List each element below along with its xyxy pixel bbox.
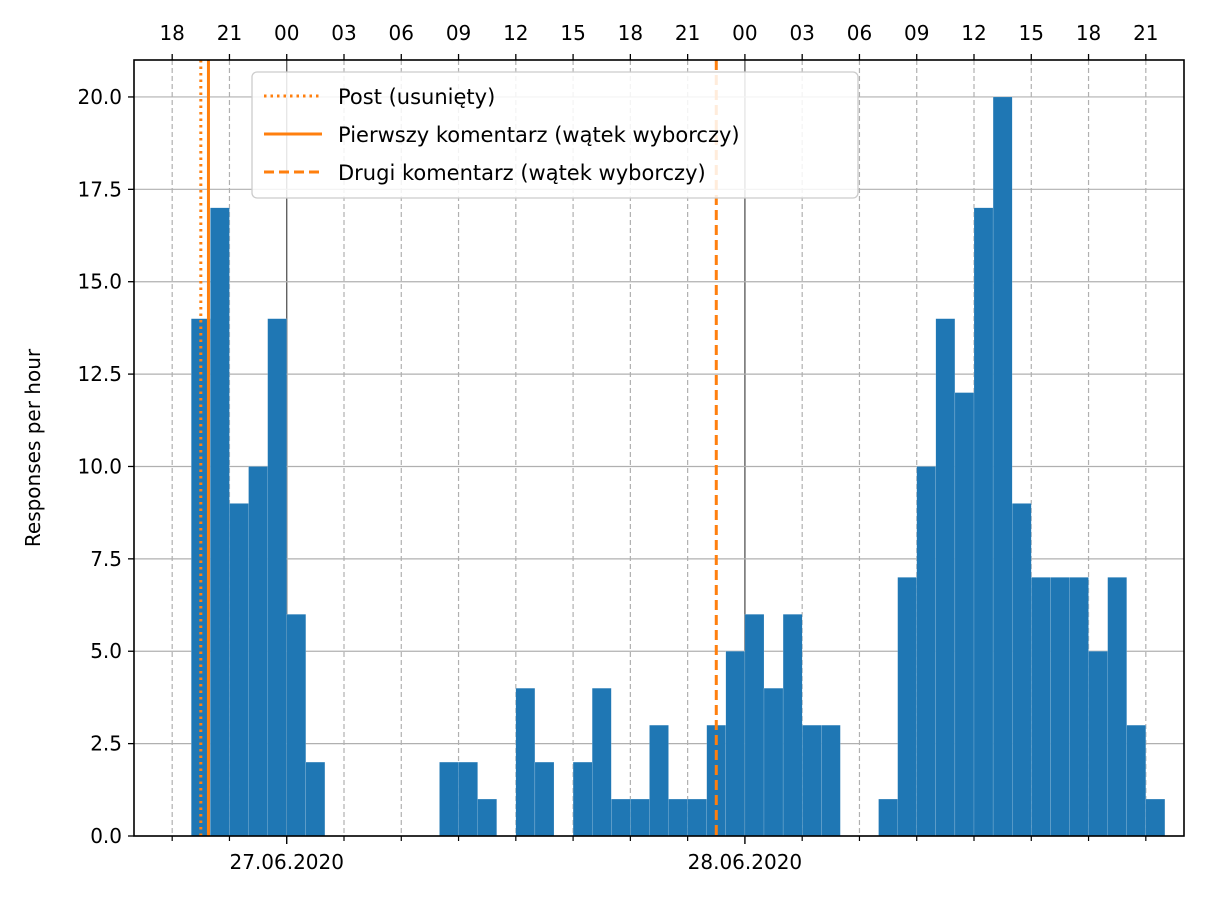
bar <box>935 318 956 837</box>
day-tick-label: 28.06.2020 <box>688 850 803 874</box>
bar <box>992 96 1013 837</box>
y-tick-label: 15.0 <box>77 270 122 294</box>
bar <box>592 688 612 837</box>
bar <box>954 392 975 837</box>
bar <box>1126 724 1146 837</box>
bar <box>515 688 536 837</box>
bar <box>1050 577 1070 837</box>
top-tick-label: 09 <box>904 21 929 45</box>
bar <box>267 318 287 837</box>
bottom-axis-ticks: 27.06.2020 28.06.2020 <box>171 836 1147 874</box>
legend-entry: Post (usunięty) <box>338 85 495 109</box>
bar <box>916 466 936 837</box>
bar <box>821 724 841 837</box>
top-tick-label: 21 <box>1133 21 1158 45</box>
bar <box>611 798 631 837</box>
top-tick-label: 12 <box>503 21 528 45</box>
bar <box>1145 798 1166 837</box>
top-tick-label: 21 <box>217 21 242 45</box>
bar <box>630 798 650 837</box>
top-tick-label: 18 <box>618 21 643 45</box>
legend: Post (usunięty) Pierwszy komentarz (wątek… <box>251 71 859 199</box>
bar <box>1069 577 1089 837</box>
top-axis-ticks: 18 21 00 03 06 09 12 15 18 21 00 03 06 09 12 15 18 21 <box>159 21 1159 60</box>
y-tick-label: 20.0 <box>77 85 122 109</box>
bar <box>1031 577 1051 837</box>
y-tick-label: 17.5 <box>77 177 122 201</box>
top-tick-label: 21 <box>675 21 700 45</box>
bar <box>763 688 784 837</box>
bar <box>1088 651 1108 837</box>
top-tick-label: 15 <box>560 21 585 45</box>
legend-entry: Pierwszy komentarz (wątek wyborczy) <box>338 123 740 147</box>
bar <box>305 761 326 837</box>
day-tick-label: 27.06.2020 <box>229 850 344 874</box>
bar <box>973 207 994 837</box>
top-tick-label: 00 <box>732 21 757 45</box>
top-tick-label: 18 <box>1076 21 1101 45</box>
top-tick-label: 03 <box>331 21 356 45</box>
bar <box>744 614 765 837</box>
top-tick-label: 18 <box>159 21 184 45</box>
bar <box>458 761 478 837</box>
bar <box>649 724 669 837</box>
y-tick-label: 2.5 <box>90 732 122 756</box>
bar <box>210 207 230 837</box>
top-tick-label: 03 <box>789 21 814 45</box>
y-tick-label: 10.0 <box>77 454 122 478</box>
bar <box>687 798 707 837</box>
bar <box>725 651 746 837</box>
y-tick-label: 5.0 <box>90 639 122 663</box>
bar <box>248 466 268 837</box>
top-tick-label: 00 <box>274 21 299 45</box>
y-tick-label: 0.0 <box>90 824 122 848</box>
bar <box>572 761 593 837</box>
top-tick-label: 12 <box>961 21 986 45</box>
bar <box>897 577 917 837</box>
top-tick-label: 09 <box>446 21 471 45</box>
bar <box>878 798 898 837</box>
bar <box>534 761 555 837</box>
histogram-bars <box>191 96 1166 837</box>
plot-frame <box>133 59 1185 837</box>
top-tick-label: 06 <box>847 21 872 45</box>
bar <box>668 798 688 837</box>
top-tick-label: 15 <box>1019 21 1044 45</box>
bar <box>439 761 459 837</box>
bar <box>1107 577 1127 837</box>
y-tick-label: 7.5 <box>90 547 122 571</box>
bar <box>477 798 497 837</box>
legend-entry: Drugi komentarz (wątek wyborczy) <box>338 161 706 185</box>
y-axis-ticks: 0.0 2.5 5.0 7.5 10.0 12.5 15.0 17.5 20.0 <box>77 85 134 848</box>
bar <box>1012 503 1032 837</box>
bar <box>802 724 822 837</box>
y-tick-label: 12.5 <box>77 362 122 386</box>
bar <box>229 503 249 837</box>
top-tick-label: 06 <box>389 21 414 45</box>
y-axis-label: Responses per hour <box>21 348 45 547</box>
bar <box>782 614 803 837</box>
legend-box <box>251 71 859 199</box>
bar <box>286 614 306 837</box>
